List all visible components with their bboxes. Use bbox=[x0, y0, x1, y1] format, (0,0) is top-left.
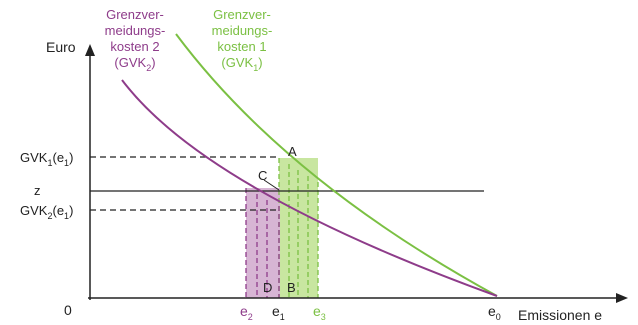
purple-dashed-lines bbox=[245, 188, 280, 298]
x-axis-arrow bbox=[616, 293, 628, 303]
y-axis-label: Euro bbox=[46, 39, 76, 55]
gvk1-label-line1: Grenzver- bbox=[213, 7, 271, 22]
gvk1-label-line2: meidungs- bbox=[212, 23, 273, 38]
e3-label: e3 bbox=[313, 303, 326, 322]
point-b-label: B bbox=[287, 280, 296, 295]
point-c-label: C bbox=[258, 168, 267, 183]
gvk1-label-line3: kosten 1 bbox=[217, 39, 266, 54]
gvk2-curve bbox=[121, 79, 498, 297]
area-d-purple bbox=[246, 188, 280, 298]
x-axis-label: Emissionen e bbox=[518, 307, 602, 323]
point-d-label: D bbox=[263, 280, 272, 295]
point-a-label: A bbox=[288, 144, 297, 159]
gvk1-curve bbox=[175, 33, 498, 297]
gvk1-e1-label: GVK1(e1) bbox=[20, 150, 73, 168]
e2-label: e2 bbox=[240, 303, 253, 322]
gvk2-label-line2: meidungs- bbox=[105, 23, 166, 38]
gvk2-label-line3: kosten 2 bbox=[110, 39, 159, 54]
e1-label: e1 bbox=[272, 303, 285, 322]
y-axis-arrow bbox=[85, 44, 95, 56]
gvk2-label-line4: (GVK2) bbox=[114, 55, 155, 73]
e0-label: e0 bbox=[488, 303, 501, 322]
gvk1-label-line4: (GVK1) bbox=[221, 55, 262, 73]
gvk2-curve-label: Grenzver- meidungs- kosten 2 (GVK2) bbox=[105, 7, 166, 73]
gvk1-curve-label: Grenzver- meidungs- kosten 1 (GVK1) bbox=[212, 7, 273, 73]
gvk2-e1-label: GVK2(e1) bbox=[20, 203, 73, 221]
origin-label: 0 bbox=[64, 302, 72, 318]
gvk2-label-line1: Grenzver- bbox=[106, 7, 164, 22]
point-c-pointer bbox=[263, 179, 280, 191]
z-label: z bbox=[34, 183, 41, 198]
